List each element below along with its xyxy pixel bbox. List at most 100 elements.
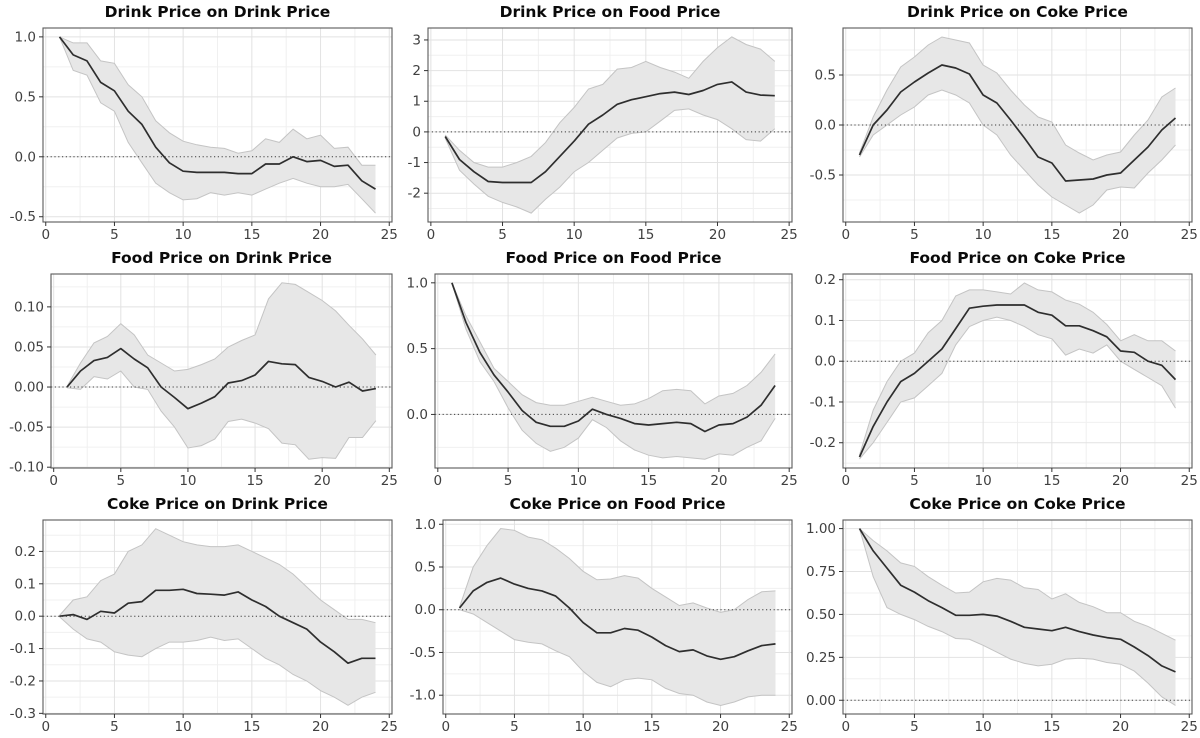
svg-text:0.0: 0.0 [407,407,428,423]
svg-text:25: 25 [381,473,398,489]
svg-text:-0.1: -0.1 [10,641,36,657]
svg-text:15: 15 [640,473,657,489]
panel-title: Coke Price on Coke Price [909,495,1126,513]
svg-text:10: 10 [175,227,192,243]
irf-plot: 0 5 10 15 20 25 -0.10 -0.05 0.00 0.05 0.10 [9,273,398,489]
svg-text:-0.5: -0.5 [10,209,36,225]
svg-text:0.10: 0.10 [14,299,44,315]
svg-text:10: 10 [975,473,992,489]
svg-text:15: 15 [637,227,654,243]
svg-text:20: 20 [710,473,727,489]
svg-text:10: 10 [975,227,992,243]
panel-coke-on-drink: Coke Price on Drink Price 0 5 10 15 20 25 -0.3… [0,492,400,738]
svg-text:3: 3 [412,32,421,48]
svg-text:0.75: 0.75 [806,564,836,580]
lower-band-edge [59,36,376,214]
svg-text:0: 0 [427,227,436,243]
irf-plot: 0 5 10 15 20 25 -0.3 -0.2 -0.1 0.0 0.1 0.2 [10,519,398,735]
svg-text:15: 15 [643,719,660,735]
upper-band-edge [859,282,1176,456]
svg-text:-1.0: -1.0 [410,688,436,704]
svg-text:1.0: 1.0 [407,275,428,291]
confidence-band [859,528,1176,706]
lower-band-edge [444,108,776,214]
svg-text:5: 5 [510,719,519,735]
upper-band-edge [59,36,376,166]
svg-text:-0.3: -0.3 [10,706,36,722]
svg-text:25: 25 [1181,227,1198,243]
panel-title: Coke Price on Drink Price [107,495,328,513]
svg-text:5: 5 [910,719,919,735]
confidence-band [59,528,376,706]
upper-band-edge [859,36,1176,161]
lower-band-edge [859,316,1176,460]
svg-text:25: 25 [781,227,798,243]
svg-text:1: 1 [412,94,421,110]
upper-band-edge [451,282,776,406]
svg-text:25: 25 [1181,473,1198,489]
svg-text:25: 25 [781,719,798,735]
upper-band-edge [859,528,1176,641]
svg-text:25: 25 [381,719,398,735]
panel-coke-on-food: Coke Price on Food Price 0 5 10 15 20 25 -1.0 -… [400,492,800,738]
panel-drink-on-coke: Drink Price on Coke Price 0 5 10 15 20 25 -0.5… [800,0,1200,246]
panel-title: Drink Price on Food Price [499,3,721,21]
svg-text:0: 0 [41,719,50,735]
svg-text:1.00: 1.00 [806,521,836,537]
svg-text:20: 20 [314,473,331,489]
svg-text:0.0: 0.0 [815,118,836,134]
svg-text:10: 10 [175,719,192,735]
lower-band-edge [859,89,1176,214]
svg-text:-0.2: -0.2 [810,435,836,451]
confidence-band [459,528,776,706]
panel-title: Drink Price on Coke Price [907,3,1128,21]
svg-text:10: 10 [575,719,592,735]
svg-text:1.0: 1.0 [415,517,436,533]
svg-text:0: 0 [434,473,443,489]
svg-text:0: 0 [412,124,421,140]
svg-text:-0.5: -0.5 [810,168,836,184]
svg-text:0.00: 0.00 [806,693,836,709]
response-line [58,36,376,190]
svg-text:10: 10 [570,473,587,489]
svg-text:-0.2: -0.2 [10,673,36,689]
svg-text:10: 10 [975,719,992,735]
svg-text:1.0: 1.0 [15,29,36,45]
svg-text:25: 25 [781,473,798,489]
upper-band-edge [59,528,376,624]
svg-text:15: 15 [243,719,260,735]
svg-text:20: 20 [1112,719,1129,735]
irf-plot: 0 5 10 15 20 25 0.00 0.25 0.50 0.75 1.00 [806,519,1198,735]
response-line [66,347,377,410]
svg-text:-0.10: -0.10 [9,460,44,476]
svg-text:5: 5 [117,473,126,489]
svg-text:0.1: 0.1 [815,313,836,329]
svg-text:2: 2 [412,63,421,79]
svg-text:0.5: 0.5 [15,89,36,105]
irf-plot: 0 5 10 15 20 25 -0.5 0.0 0.5 [810,27,1198,243]
svg-text:20: 20 [312,719,329,735]
svg-text:0.05: 0.05 [14,339,44,355]
irf-plot: 0 5 10 15 20 25 -2 -1 0 1 2 3 [408,27,798,243]
svg-text:-1: -1 [408,155,421,171]
svg-text:0.00: 0.00 [14,380,44,396]
svg-text:-2: -2 [408,186,421,202]
svg-text:15: 15 [243,227,260,243]
confidence-band [445,36,775,214]
svg-text:0.25: 0.25 [806,650,836,666]
svg-text:0: 0 [49,473,58,489]
lower-band-edge [59,616,376,706]
svg-text:0: 0 [441,719,450,735]
irf-plot: 0 5 10 15 20 25 -1.0 -0.5 0.0 0.5 1.0 [410,517,798,735]
svg-text:20: 20 [312,227,329,243]
svg-text:0: 0 [841,473,850,489]
svg-text:5: 5 [110,227,119,243]
svg-text:0.0: 0.0 [15,149,36,165]
svg-text:20: 20 [712,719,729,735]
svg-text:20: 20 [1112,227,1129,243]
svg-text:0.5: 0.5 [407,341,428,357]
svg-text:0.2: 0.2 [15,544,36,560]
svg-text:-0.1: -0.1 [810,394,836,410]
lower-band-edge [459,609,776,707]
